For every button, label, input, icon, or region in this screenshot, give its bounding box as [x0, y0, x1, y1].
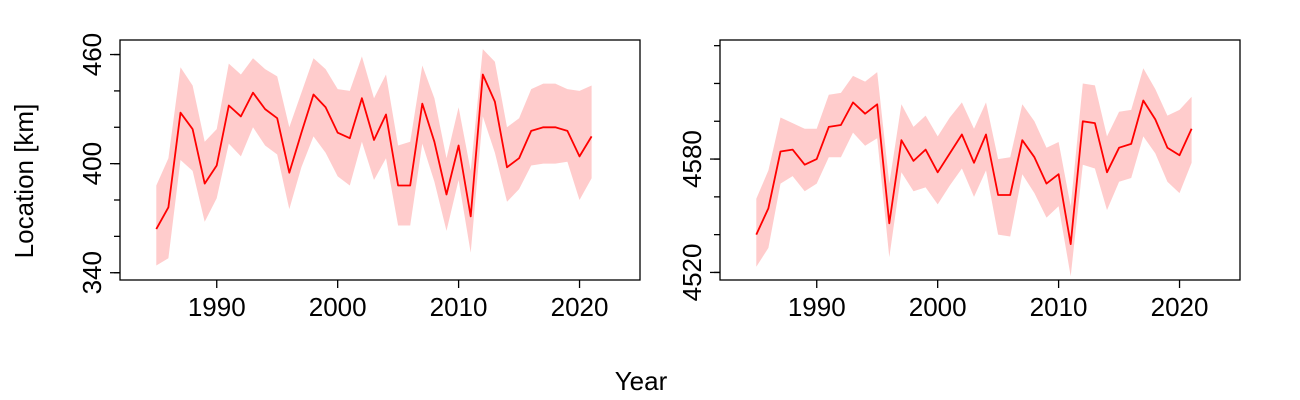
x-tick-label: 2020: [551, 292, 609, 322]
x-tick-label: 2010: [1030, 292, 1088, 322]
y-tick-label: 4580: [677, 130, 707, 188]
panel-1: 340 400 460 1990 2000 2010 2020: [77, 33, 641, 322]
x-tick-label: 2000: [909, 292, 967, 322]
plot-frame: [719, 39, 1241, 281]
y-axis-label: Location [km]: [9, 104, 39, 259]
series-line-1: [155, 73, 593, 230]
x-tick-label: 1990: [788, 292, 846, 322]
y-tick-label: 340: [77, 251, 107, 294]
plot-frame: [119, 39, 641, 281]
y-tick-label: 460: [77, 33, 107, 76]
confidence-band-1: [156, 49, 592, 266]
series-line-1: [755, 99, 1193, 246]
x-tick-label: 1990: [188, 292, 246, 322]
x-tick-label: 2010: [430, 292, 488, 322]
x-axis-label: Year: [615, 366, 668, 396]
x-tick-label: 2000: [309, 292, 367, 322]
confidence-band-1: [756, 68, 1192, 277]
x-tick-label: 2020: [1151, 292, 1209, 322]
y-tick-label: 400: [77, 142, 107, 185]
y-tick-label: 4520: [677, 244, 707, 302]
panel-2: 4520 4580 1990 2000 2010 2020: [677, 39, 1241, 322]
